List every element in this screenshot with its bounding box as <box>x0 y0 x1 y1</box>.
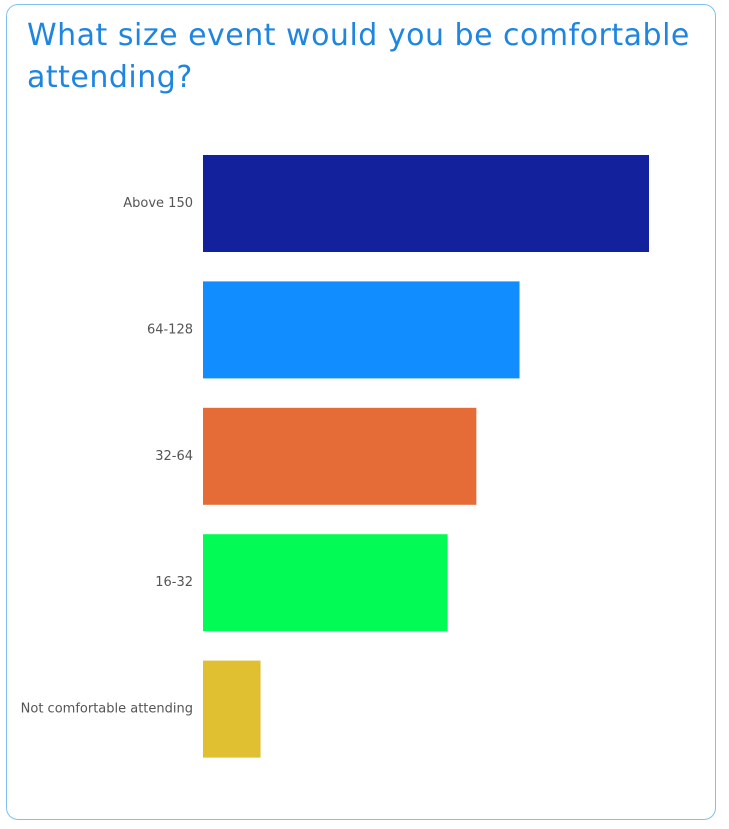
chart-title: What size event would you be comfortable… <box>27 18 690 95</box>
bar <box>203 407 477 505</box>
y-tick-label: 32-64 <box>155 449 193 464</box>
y-tick-label: 64-128 <box>147 322 193 337</box>
y-tick-label: Above 150 <box>123 196 193 211</box>
bar <box>203 155 649 252</box>
bar <box>203 660 261 758</box>
bar <box>203 534 448 632</box>
card: What size event would you be comfortable… <box>6 4 716 820</box>
y-tick-label: Not comfortable attending <box>21 702 193 717</box>
bar <box>203 281 520 379</box>
y-tick-label: 16-32 <box>155 575 193 590</box>
